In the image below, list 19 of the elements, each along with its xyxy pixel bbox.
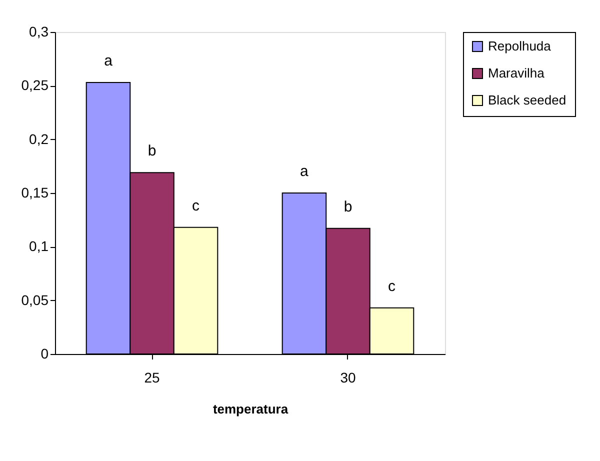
x-tick-label: 30 [340,370,356,386]
legend-label: Repolhuda [488,38,552,54]
y-tick-label: 0,1 [29,238,49,254]
y-tick-label: 0,25 [21,77,49,94]
y-tick-label: 0,3 [29,24,49,40]
y-tick-label: 0,2 [29,130,49,147]
data-label: c [388,278,396,295]
data-label: a [104,52,114,70]
data-label: b [148,142,156,160]
y-tick-label: 0,05 [21,292,49,308]
y-tick-label: 0 [40,346,49,362]
data-label: b [344,198,352,216]
data-label: c [192,197,200,214]
legend-label: Maravilha [488,66,546,80]
x-tick-label: 25 [144,370,160,386]
x-axis-title: temperatura [212,402,289,416]
data-label: a [300,163,310,180]
y-tick-label: 0,15 [21,184,49,200]
legend-label: Black seeded [488,92,566,108]
